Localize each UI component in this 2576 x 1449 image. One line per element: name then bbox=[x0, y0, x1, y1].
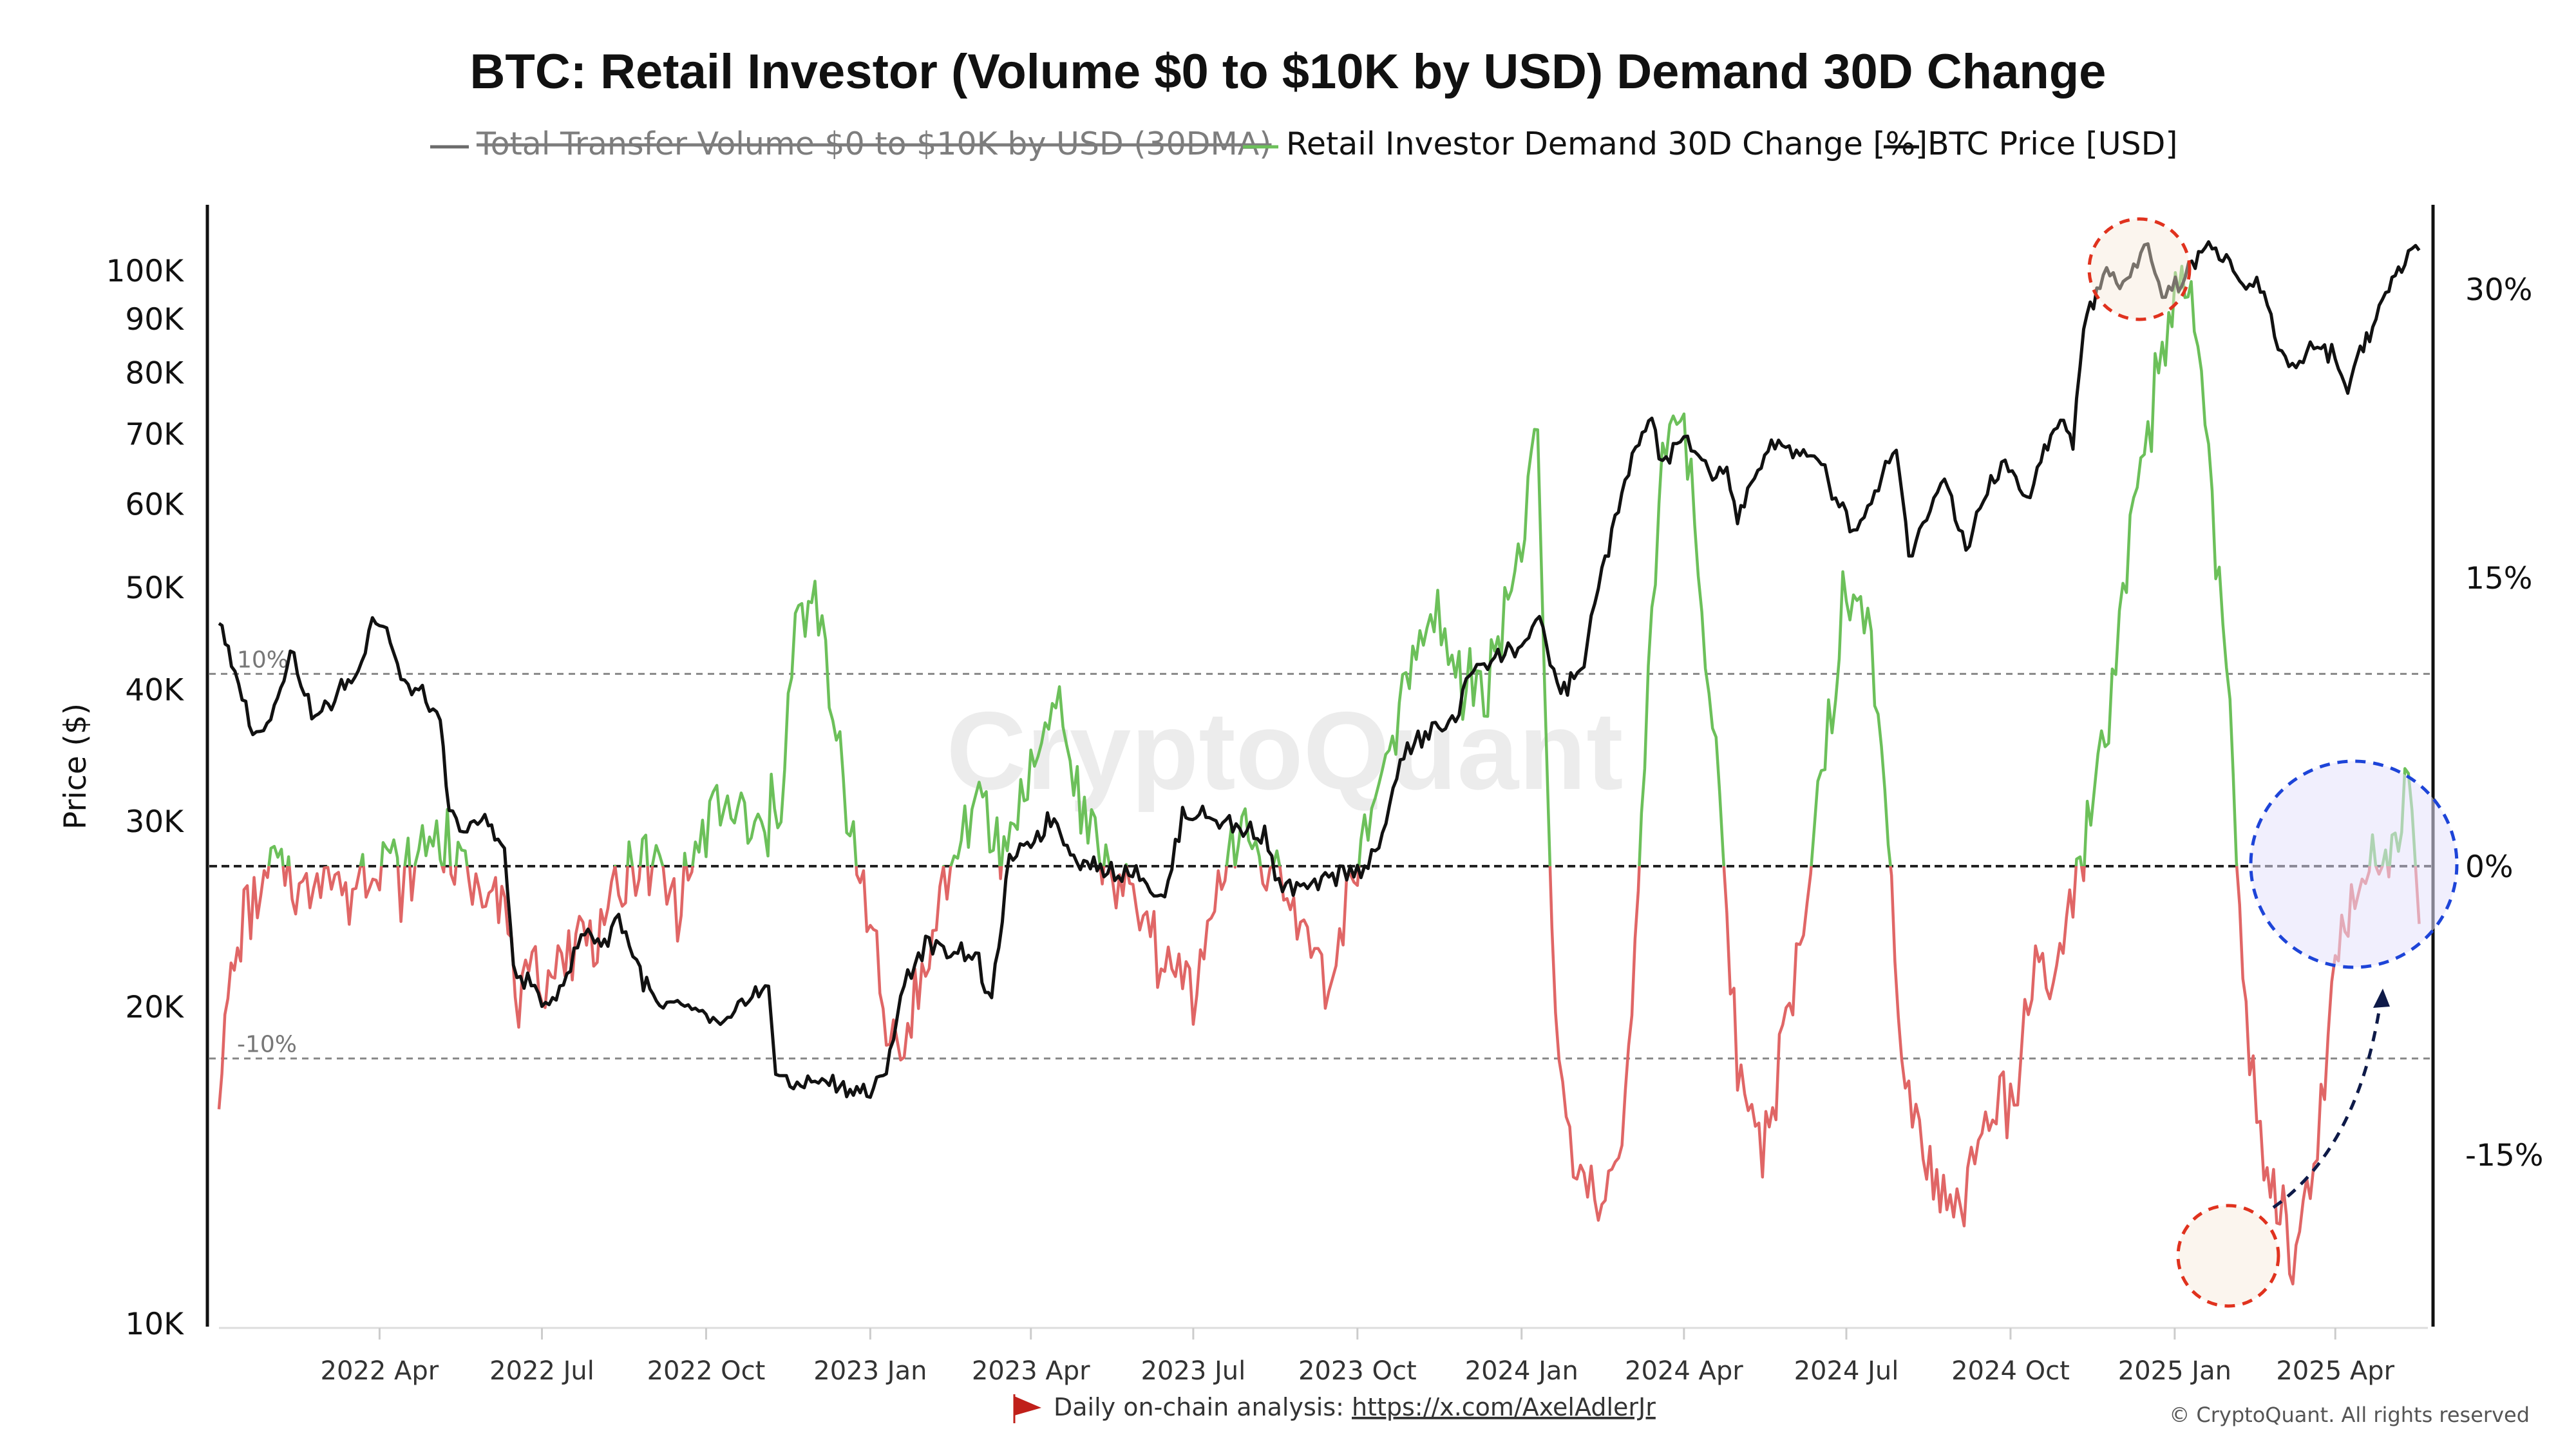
series-layer bbox=[217, 240, 2421, 1286]
x-tick-label: 2024 Oct bbox=[1951, 1356, 2070, 1386]
footer: Daily on-chain analysis: https://x.com/A… bbox=[1013, 1393, 2530, 1427]
legend-item-total-transfer-volume[interactable]: Total Transfer Volume $0 to $10K by USD … bbox=[430, 126, 1271, 162]
x-tick-label: 2024 Jul bbox=[1794, 1356, 1899, 1386]
x-tick-label: 2022 Oct bbox=[647, 1356, 766, 1386]
legend-label-btc-price: BTC Price [USD] bbox=[1927, 126, 2178, 162]
right-tick-label: 0% bbox=[2465, 849, 2514, 885]
right-axis-ticks: 30% 15% 0% -15% bbox=[2465, 272, 2543, 1173]
x-tick-label: 2023 Jul bbox=[1141, 1356, 1245, 1386]
left-axis-ticks: 100K 90K 80K 70K 60K 50K 40K 30K 20K 10K bbox=[106, 254, 184, 1342]
x-tick-label: 2023 Oct bbox=[1298, 1356, 1417, 1386]
right-tick-label: -15% bbox=[2465, 1138, 2543, 1173]
x-tick-label: 2023 Jan bbox=[813, 1356, 927, 1386]
left-tick-label: 60K bbox=[125, 488, 184, 523]
reference-line-label: -10% bbox=[237, 1032, 297, 1058]
chart-title: BTC: Retail Investor (Volume $0 to $10K … bbox=[470, 44, 2107, 99]
x-tick-label: 2022 Jul bbox=[489, 1356, 594, 1386]
annotation-circle-recent bbox=[2249, 759, 2459, 969]
annotation-arrow bbox=[2272, 994, 2383, 1209]
flag-icon bbox=[1014, 1396, 1041, 1416]
x-tick-label: 2023 Apr bbox=[972, 1356, 1090, 1386]
x-tick-label: 2025 Jan bbox=[2118, 1356, 2231, 1386]
x-tick-label: 2024 Apr bbox=[1625, 1356, 1743, 1386]
legend[interactable]: Total Transfer Volume $0 to $10K by USD … bbox=[430, 126, 2178, 162]
y-axis-label: Price ($) bbox=[58, 703, 93, 829]
right-tick-label: 15% bbox=[2465, 561, 2532, 596]
series-line-retail-demand-negative bbox=[217, 866, 2421, 1286]
reference-lines: 10% -10% bbox=[209, 647, 2431, 1060]
legend-item-btc-price[interactable]: BTC Price [USD] bbox=[1884, 126, 2178, 162]
annotation-circle-bottom bbox=[2176, 1204, 2280, 1308]
footer-link[interactable]: https://x.com/AxelAdlerJr bbox=[1352, 1393, 1656, 1421]
x-axis-ticks: 2022 Apr 2022 Jul 2022 Oct 2023 Jan 2023 Apr… bbox=[321, 1328, 2395, 1386]
footer-label: Daily on-chain analysis: bbox=[1054, 1393, 1352, 1421]
x-tick-label: 2024 Jan bbox=[1465, 1356, 1578, 1386]
left-tick-label: 30K bbox=[125, 804, 184, 840]
left-tick-label: 20K bbox=[125, 990, 184, 1025]
legend-label-total-transfer-volume: Total Transfer Volume $0 to $10K by USD … bbox=[476, 126, 1271, 162]
reference-line-label: 10% bbox=[237, 647, 289, 673]
left-tick-label: 10K bbox=[125, 1307, 184, 1342]
left-tick-label: 90K bbox=[125, 302, 184, 337]
right-tick-label: 30% bbox=[2465, 272, 2532, 308]
left-tick-label: 70K bbox=[125, 417, 184, 452]
left-tick-label: 40K bbox=[125, 673, 184, 708]
left-tick-label: 80K bbox=[125, 355, 184, 391]
legend-label-retail-demand: Retail Investor Demand 30D Change [%] bbox=[1286, 126, 1927, 162]
watermark: CryptoQuant bbox=[946, 689, 1623, 813]
x-tick-label: 2022 Apr bbox=[321, 1356, 439, 1386]
left-tick-label: 100K bbox=[106, 254, 184, 289]
series-line-btc-price bbox=[218, 240, 2421, 1099]
x-tick-label: 2025 Apr bbox=[2276, 1356, 2394, 1386]
annotation-circle-top bbox=[2087, 217, 2192, 321]
copyright-text: © CryptoQuant. All rights reserved bbox=[2169, 1403, 2530, 1427]
left-tick-label: 50K bbox=[125, 571, 184, 606]
legend-item-retail-demand[interactable]: Retail Investor Demand 30D Change [%] bbox=[1243, 126, 1927, 162]
annotation-arrowhead bbox=[2373, 989, 2390, 1008]
footer-text: Daily on-chain analysis: https://x.com/A… bbox=[1054, 1393, 1656, 1421]
